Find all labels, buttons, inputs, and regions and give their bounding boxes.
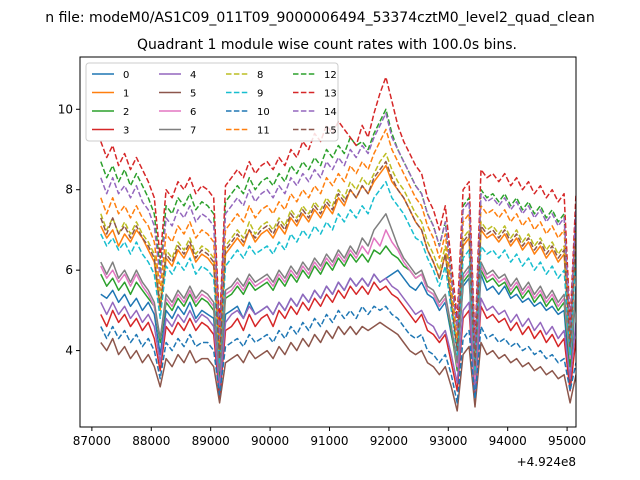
x-tick-label: 92000	[370, 434, 408, 448]
x-tick-label: 87000	[73, 434, 111, 448]
x-tick-label: 94000	[489, 434, 527, 448]
y-tick-label: 8	[65, 183, 73, 197]
series-line-1	[100, 164, 576, 368]
chart-title: Quadrant 1 module wise count rates with …	[137, 37, 517, 53]
legend-label-1: 1	[123, 89, 129, 100]
y-tick-label: 4	[65, 344, 73, 358]
series-line-9	[100, 180, 576, 372]
y-tick-label: 10	[58, 102, 73, 116]
x-tick-label: 95000	[548, 434, 586, 448]
series-line-11	[100, 128, 576, 356]
series-line-2	[100, 245, 576, 380]
legend-label-5: 5	[190, 89, 196, 100]
legend-label-11: 11	[257, 126, 270, 137]
series-line-15	[100, 160, 576, 368]
series-line-5	[100, 321, 576, 412]
series-line-4	[100, 273, 576, 392]
series-line-3	[100, 281, 576, 400]
plot-frame	[79, 56, 577, 428]
legend-box	[85, 62, 339, 142]
legend-label-6: 6	[190, 107, 196, 118]
series-line-12	[100, 108, 576, 352]
legend-label-13: 13	[324, 89, 337, 100]
legend-label-0: 0	[123, 70, 129, 81]
x-offset-label: +4.924e8	[517, 455, 576, 469]
x-tick-label: 90000	[251, 434, 289, 448]
series-line-7	[100, 213, 576, 376]
legend-label-15: 15	[324, 126, 337, 137]
legend-label-10: 10	[257, 107, 270, 118]
legend-label-2: 2	[123, 107, 129, 118]
series-line-6	[100, 229, 576, 380]
legend-label-8: 8	[257, 70, 263, 81]
series-line-8	[100, 152, 576, 364]
legend-label-9: 9	[257, 89, 263, 100]
legend-label-4: 4	[190, 70, 196, 81]
series-line-14	[100, 112, 576, 352]
x-tick-label: 93000	[429, 434, 467, 448]
x-tick-label: 91000	[310, 434, 348, 448]
series-layer	[100, 76, 576, 412]
figure-suptitle: n file: modeM0/AS1C09_011T09_9000006494_…	[45, 10, 594, 26]
legend-label-12: 12	[324, 70, 337, 81]
x-tick-label: 88000	[132, 434, 170, 448]
y-tick-label: 6	[65, 263, 73, 277]
legend-label-7: 7	[190, 126, 196, 137]
series-line-10	[100, 305, 576, 404]
tick-layer: 87000 88000 89000 90000 91000 92000 93000 94000…	[58, 102, 586, 448]
x-tick-label: 89000	[192, 434, 230, 448]
legend-label-14: 14	[324, 107, 337, 118]
legend-label-3: 3	[123, 126, 129, 137]
